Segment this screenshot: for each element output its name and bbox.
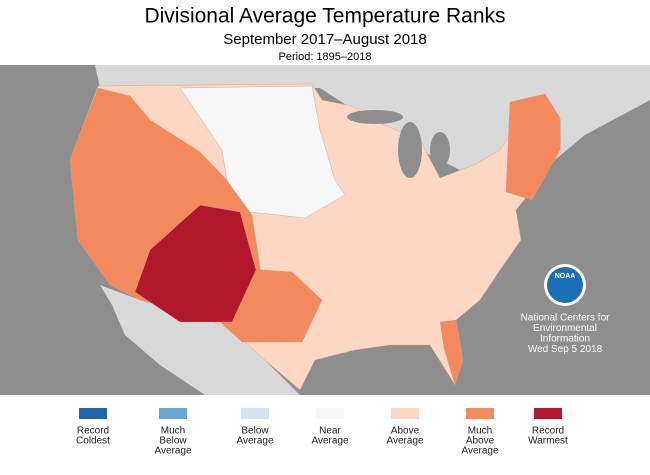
legend: RecordColdestMuchBelowAverageBelowAverag… [76,408,568,457]
legend-swatch [241,408,269,419]
legend-label: Warmest [528,436,568,447]
legend-swatch [466,408,494,419]
mexico [100,285,300,395]
credit: National Centers forEnvironmentalInforma… [521,313,611,356]
title: Divisional Average Temperature Ranks [144,5,505,28]
legend-label: Record [532,426,564,437]
credit-line: Environmental [533,323,597,334]
much-above-region [505,93,561,201]
legend-label: Much [468,426,492,437]
legend-swatch [534,408,562,419]
legend-label: Above [391,426,420,437]
legend-label: Below [159,436,187,447]
credit-line: National Centers for [521,313,611,324]
legend-label: Average [154,446,192,457]
legend-swatch [391,408,419,419]
legend-label: Average [461,446,499,457]
legend-label: Near [319,426,341,437]
period: Period: 1895–2018 [279,51,372,63]
credit-line: Information [540,334,590,345]
subtitle: September 2017–August 2018 [223,31,427,48]
logo-text: NOAA [555,273,576,280]
legend-label: Record [77,426,109,437]
credit-line: Wed Sep 5 2018 [528,344,603,355]
near-average-region [179,85,346,219]
lake [430,132,450,168]
logo [547,267,583,303]
lake [347,110,403,124]
legend-label: Above [466,436,495,447]
record-warmest-region [134,204,257,323]
legend-label: Below [241,426,269,437]
legend-label: Average [236,436,274,447]
legend-swatch [316,408,344,419]
us-map [69,83,562,391]
legend-label: Coldest [76,436,110,447]
lake [398,122,422,178]
legend-label: Much [161,426,185,437]
legend-swatch [79,408,107,419]
much-above-region [439,319,464,386]
legend-label: Average [311,436,349,447]
legend-label: Average [386,436,424,447]
legend-swatch [159,408,187,419]
